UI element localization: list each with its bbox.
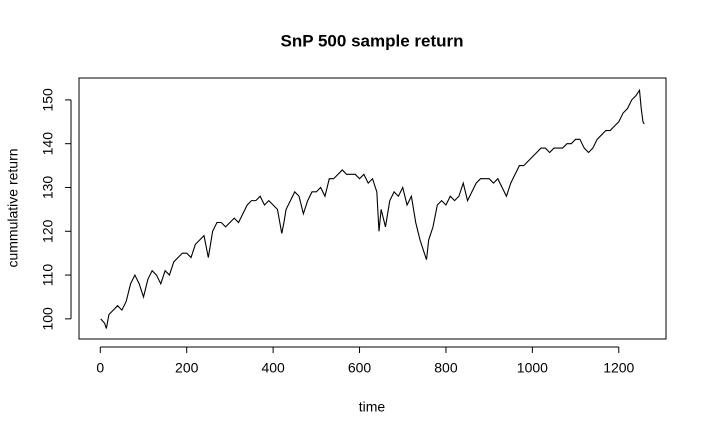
x-tick-label: 1200 [603,360,634,376]
x-axis-label: time [359,399,386,415]
y-tick-label: 120 [40,219,56,243]
chart-title: SnP 500 sample return [281,31,464,50]
plot-frame [78,77,667,340]
x-tick-label: 200 [175,360,199,376]
y-tick-label: 100 [40,307,56,331]
x-tick-label: 800 [434,360,458,376]
x-tick-label: 400 [261,360,285,376]
x-tick-label: 0 [96,360,104,376]
y-tick-label: 110 [40,264,56,287]
x-tick-label: 600 [348,360,372,376]
y-tick-label: 150 [40,88,56,112]
x-tick-label: 1000 [517,360,548,376]
y-axis-label: cummulative return [5,148,21,267]
y-tick-label: 130 [40,176,56,200]
y-tick-label: 140 [40,132,56,156]
data-line [100,88,645,329]
